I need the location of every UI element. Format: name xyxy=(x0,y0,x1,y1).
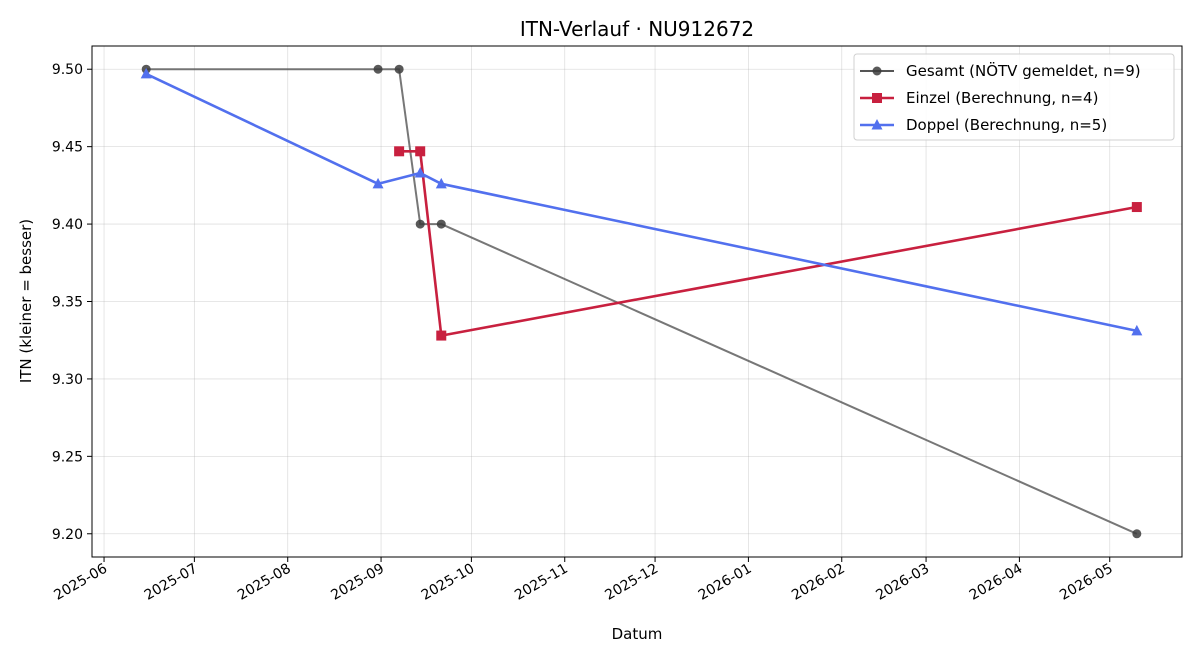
y-axis: 9.20 9.25 9.30 9.35 9.40 9.45 9.50 xyxy=(52,62,92,543)
legend-box xyxy=(853,53,1175,141)
legend: Gesamt (NÖTV gemeldet, n=9) Einzel (Berec… xyxy=(853,53,1175,141)
x-tick-label: 2025-12 xyxy=(602,561,661,604)
data-point-gesamt xyxy=(415,219,425,229)
x-tick-label: 2026-04 xyxy=(967,561,1026,604)
data-point-gesamt xyxy=(373,64,383,74)
x-tick-label: 2025-09 xyxy=(328,561,387,604)
x-tick-label: 2025-10 xyxy=(419,561,478,604)
y-tick-label: 9.50 xyxy=(52,62,83,78)
data-point-einzel xyxy=(1131,202,1142,213)
data-point-doppel xyxy=(372,177,384,189)
chart-title: ITN-Verlauf · NU912672 xyxy=(520,17,754,41)
series-doppel xyxy=(140,67,1143,336)
legend-label-einzel: Einzel (Berechnung, n=4) xyxy=(906,89,1098,107)
y-tick-label: 9.35 xyxy=(52,295,83,311)
data-point-doppel xyxy=(414,166,426,178)
x-tick-label: 2026-03 xyxy=(873,561,932,604)
y-axis-label: ITN (kleiner = besser) xyxy=(17,219,35,383)
series-line-einzel xyxy=(399,150,1138,337)
x-tick-label: 2026-02 xyxy=(789,561,848,604)
data-point-gesamt xyxy=(436,219,446,229)
x-axis-label: Datum xyxy=(612,625,663,643)
y-tick-label: 9.25 xyxy=(52,449,83,465)
x-tick-label: 2026-05 xyxy=(1057,561,1116,604)
data-point-doppel xyxy=(435,177,447,189)
data-point-doppel xyxy=(140,67,152,79)
legend-marker-einzel xyxy=(872,93,882,103)
legend-marker-doppel xyxy=(871,119,883,130)
x-tick-label: 2025-08 xyxy=(235,561,294,604)
y-tick-label: 9.45 xyxy=(52,140,83,156)
series-layer xyxy=(140,64,1143,539)
x-tick-label: 2025-06 xyxy=(51,561,110,604)
legend-marker-gesamt xyxy=(872,66,882,76)
x-axis: 2025-06 2025-07 2025-08 2025-09 2025-10 2025-… xyxy=(51,557,1116,604)
data-point-einzel xyxy=(394,146,405,157)
x-tick-label: 2026-01 xyxy=(696,561,755,604)
x-tick-label: 2025-11 xyxy=(512,561,571,604)
y-tick-label: 9.30 xyxy=(52,372,83,388)
series-einzel xyxy=(394,146,1142,341)
data-point-doppel xyxy=(1131,324,1143,336)
data-point-gesamt xyxy=(1132,529,1142,539)
data-point-einzel xyxy=(436,330,447,341)
y-tick-label: 9.40 xyxy=(52,217,83,233)
data-point-einzel xyxy=(415,146,426,157)
series-line-gesamt xyxy=(146,68,1138,535)
data-point-gesamt xyxy=(394,64,404,74)
y-tick-label: 9.20 xyxy=(52,527,83,543)
legend-label-gesamt: Gesamt (NÖTV gemeldet, n=9) xyxy=(906,61,1141,80)
x-tick-label: 2025-07 xyxy=(142,561,201,604)
legend-label-doppel: Doppel (Berechnung, n=5) xyxy=(906,116,1107,134)
